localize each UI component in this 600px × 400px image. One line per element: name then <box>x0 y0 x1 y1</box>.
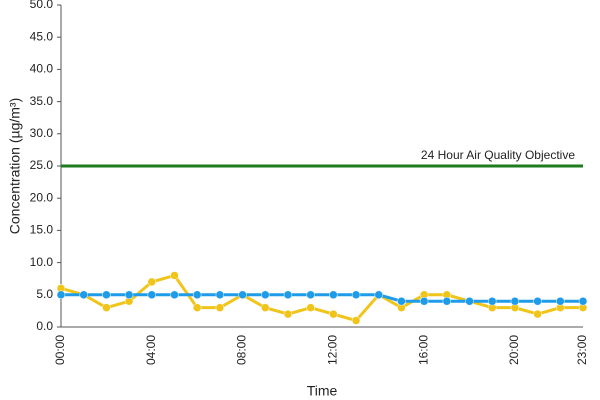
data-point <box>56 290 66 300</box>
data-point <box>465 296 474 306</box>
x-tick-label: 08:00 <box>235 335 249 365</box>
x-tick-label: 00:00 <box>53 335 67 365</box>
y-tick-label: 40.0 <box>30 62 54 76</box>
x-tick-label: 16:00 <box>416 335 430 365</box>
data-point <box>79 290 88 300</box>
data-point <box>192 290 202 300</box>
data-point <box>261 303 270 312</box>
data-point <box>374 290 383 300</box>
series-line <box>60 273 583 323</box>
data-point <box>238 290 247 300</box>
data-point <box>124 290 134 300</box>
data-point <box>147 290 157 300</box>
y-tick-label: 10.0 <box>30 255 54 269</box>
y-tick-label: 30.0 <box>30 126 54 140</box>
data-point <box>261 290 270 300</box>
y-tick-label: 5.0 <box>36 287 53 301</box>
data-point <box>283 290 293 300</box>
data-point <box>215 290 225 300</box>
x-tick-label: 20:00 <box>507 335 521 365</box>
x-axis-label: Time <box>307 383 338 399</box>
y-tick-label: 0.0 <box>36 319 53 333</box>
x-tick-label: 23:00 <box>575 335 589 365</box>
y-tick-label: 50.0 <box>30 0 54 11</box>
data-point <box>533 309 542 319</box>
data-point <box>351 290 361 300</box>
reference-label: 24 Hour Air Quality Objective <box>421 148 575 162</box>
data-point <box>397 296 406 306</box>
data-point <box>419 296 429 306</box>
y-tick-label: 45.0 <box>30 29 54 43</box>
data-point <box>192 303 202 312</box>
data-point <box>306 290 315 300</box>
data-point <box>533 296 542 306</box>
data-point <box>578 296 588 306</box>
data-point <box>556 296 565 306</box>
data-point <box>487 296 497 306</box>
series-line <box>61 293 583 303</box>
data-point <box>170 271 179 280</box>
y-tick-label: 25.0 <box>30 158 54 172</box>
data-point <box>283 309 293 319</box>
data-point <box>510 296 520 306</box>
x-tick-label: 12:00 <box>326 335 340 365</box>
data-point <box>351 316 361 325</box>
data-point <box>329 290 338 300</box>
data-point <box>102 290 111 300</box>
data-point <box>147 277 157 287</box>
data-point <box>329 309 338 319</box>
data-point <box>102 303 111 312</box>
y-tick-label: 20.0 <box>30 190 54 204</box>
data-point <box>306 303 315 312</box>
x-tick-label: 04:00 <box>144 335 158 365</box>
y-tick-label: 15.0 <box>30 223 54 237</box>
data-point <box>442 296 452 306</box>
y-axis-label: Concentration (µg/m³) <box>7 98 23 234</box>
data-point <box>170 290 179 300</box>
y-tick-label: 35.0 <box>30 94 54 108</box>
data-point <box>215 303 225 312</box>
